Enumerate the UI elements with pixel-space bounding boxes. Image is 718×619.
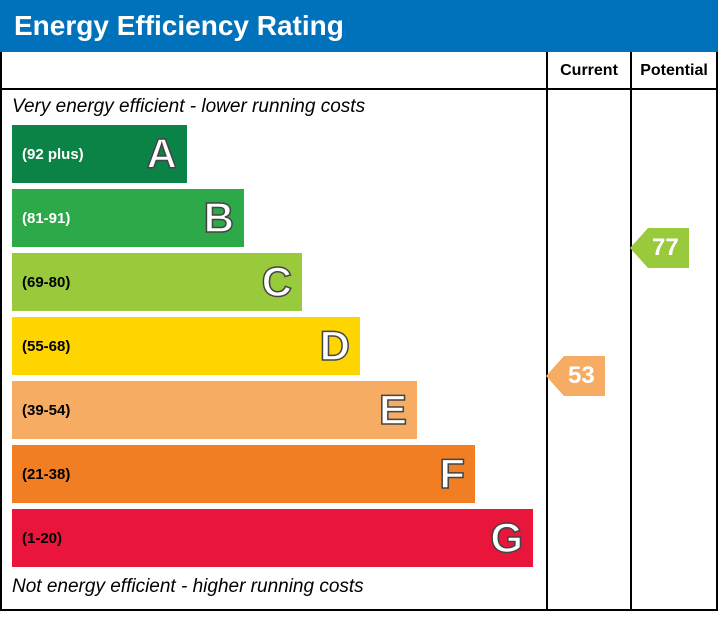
band-range-g: (1-20) [12, 530, 62, 547]
inefficient-label: Not energy efficient - higher running co… [2, 570, 546, 602]
band-letter-g: G [490, 514, 523, 562]
band-letter-e: E [379, 386, 407, 434]
potential-header: Potential [632, 52, 716, 90]
band-letter-a: A [147, 130, 177, 178]
band-row-b: (81-91) B [2, 186, 546, 250]
band-range-d: (55-68) [12, 338, 70, 355]
current-rating-value: 53 [564, 356, 605, 396]
chart-title: Energy Efficiency Rating [0, 0, 718, 52]
current-rating-pointer: 53 [546, 356, 605, 396]
band-range-e: (39-54) [12, 402, 70, 419]
band-letter-d: D [320, 322, 350, 370]
band-row-g: (1-20) G [2, 506, 546, 570]
band-letter-b: B [204, 194, 234, 242]
band-row-c: (69-80) C [2, 250, 546, 314]
band-row-f: (21-38) F [2, 442, 546, 506]
efficient-label: Very energy efficient - lower running co… [2, 90, 546, 122]
band-range-f: (21-38) [12, 466, 70, 483]
band-bar-d: (55-68) D [12, 317, 360, 375]
potential-rating-pointer: 77 [630, 228, 689, 268]
band-bar-c: (69-80) C [12, 253, 302, 311]
band-range-b: (81-91) [12, 210, 70, 227]
current-header: Current [548, 52, 630, 90]
band-range-c: (69-80) [12, 274, 70, 291]
band-row-e: (39-54) E [2, 378, 546, 442]
band-row-a: (92 plus) A [2, 122, 546, 186]
band-bar-g: (1-20) G [12, 509, 533, 567]
band-bar-e: (39-54) E [12, 381, 417, 439]
band-letter-c: C [262, 258, 292, 306]
potential-rating-value: 77 [648, 228, 689, 268]
chart-body: Very energy efficient - lower running co… [0, 52, 718, 611]
potential-column: Potential 77 [632, 52, 716, 609]
band-bar-b: (81-91) B [12, 189, 244, 247]
current-column: Current 53 [548, 52, 632, 609]
current-arrow-icon [546, 356, 564, 396]
band-range-a: (92 plus) [12, 146, 84, 163]
potential-arrow-icon [630, 228, 648, 268]
band-bar-a: (92 plus) A [12, 125, 187, 183]
bands-panel: Very energy efficient - lower running co… [2, 52, 548, 609]
band-letter-f: F [439, 450, 465, 498]
bands-header-spacer [2, 52, 546, 90]
band-bar-f: (21-38) F [12, 445, 475, 503]
band-row-d: (55-68) D [2, 314, 546, 378]
